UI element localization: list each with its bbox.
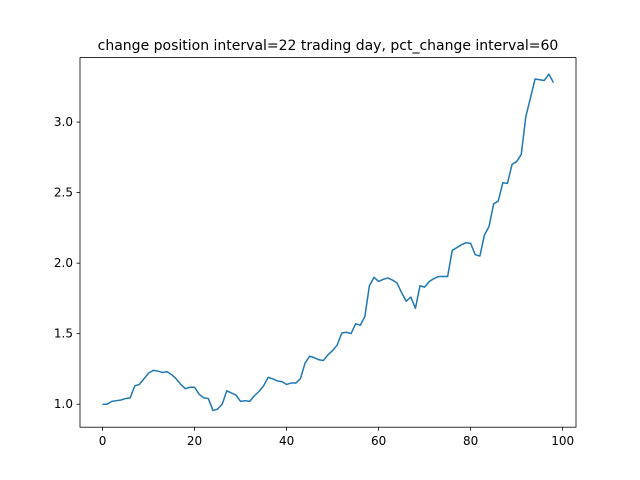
x-tick-label: 60: [371, 434, 386, 448]
line: [102, 73, 555, 412]
y-tick-label: 1.5: [54, 327, 73, 341]
y-tick-label: 2.5: [54, 186, 73, 200]
x-tick-label: 80: [463, 434, 478, 448]
x-tick-label: 100: [551, 434, 574, 448]
x-tick-label: 40: [279, 434, 294, 448]
plot-frame: [79, 57, 577, 428]
y-tick-label: 3.0: [54, 115, 73, 129]
y-tick-label: 1.0: [54, 397, 73, 411]
chart-title: change position interval=22 trading day,…: [98, 38, 559, 54]
y-tick-label: 2.0: [54, 256, 73, 270]
x-tick-label: 20: [187, 434, 202, 448]
x-tick-label: 0: [99, 434, 107, 448]
